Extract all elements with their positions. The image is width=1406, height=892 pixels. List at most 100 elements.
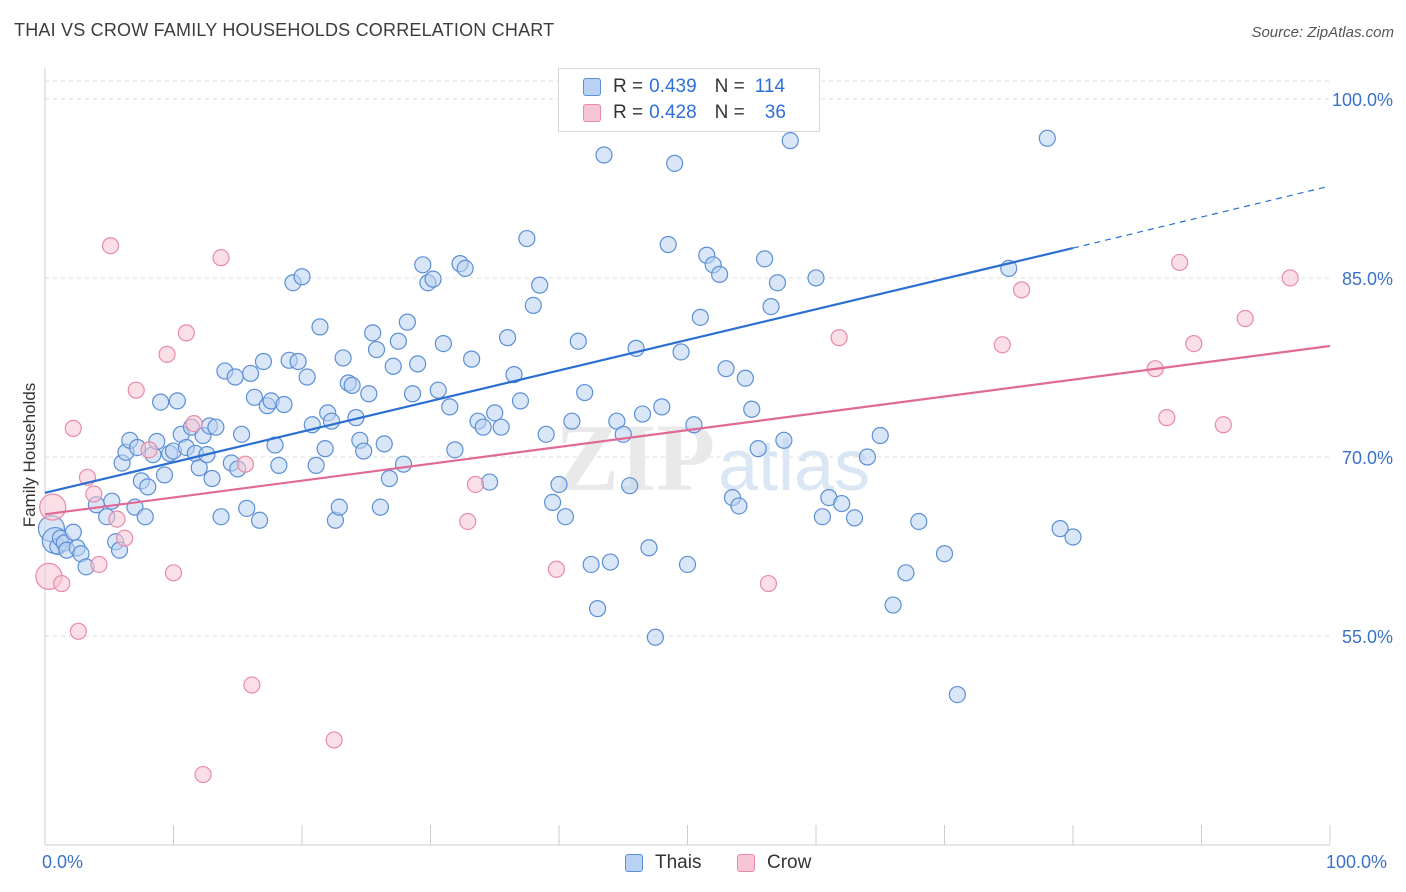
thai-point: [155, 466, 174, 484]
thai-point: [871, 426, 889, 445]
x-min-label: 0.0%: [42, 852, 84, 872]
crow-point: [1281, 269, 1299, 287]
thai-point: [474, 418, 492, 436]
crow-point: [101, 237, 120, 255]
thai-point: [781, 132, 799, 150]
thai-point: [691, 308, 709, 326]
thai-point: [543, 493, 562, 511]
crow-point: [116, 529, 134, 547]
thai-point: [659, 235, 677, 254]
thai-point: [207, 418, 225, 436]
thai-point: [672, 343, 690, 361]
thai-point: [845, 509, 864, 527]
bottom-legend: Thais Crow: [0, 852, 1406, 876]
thai-point: [550, 475, 568, 494]
thai-point: [360, 385, 378, 403]
thai-point: [289, 352, 307, 371]
crow-point: [212, 249, 230, 267]
thai-point: [833, 494, 851, 513]
thai-point: [203, 469, 221, 488]
crow-point: [1214, 416, 1232, 434]
thai-point: [1038, 129, 1056, 147]
crow-point: [39, 493, 67, 521]
thai-point: [250, 511, 269, 529]
crow-point: [53, 574, 71, 593]
thai-point: [678, 555, 697, 574]
thai-point: [242, 364, 260, 383]
x-max-label: 100.0%: [1326, 852, 1388, 872]
crow-point: [243, 676, 261, 694]
legend-row-crow: R = 0.428 N = 36: [583, 101, 786, 125]
thai-point: [633, 405, 652, 423]
n-value: 114: [754, 76, 786, 97]
crow-point: [236, 455, 255, 473]
thai-point: [621, 477, 639, 495]
thai-point: [736, 369, 754, 387]
thai-point: [270, 456, 288, 474]
thai-point: [518, 229, 536, 248]
thai-point: [711, 265, 729, 283]
y-tick-label: 85.0%: [1342, 269, 1393, 289]
crow-point: [85, 485, 103, 503]
series-thais: [37, 129, 1082, 704]
thais-label: Thais: [655, 852, 702, 873]
thai-point: [355, 442, 373, 460]
crow-point: [1236, 309, 1254, 328]
thai-point: [935, 545, 954, 563]
thai-point: [601, 553, 620, 571]
thai-point: [884, 596, 902, 614]
thai-point: [293, 268, 311, 286]
crow-label: Crow: [767, 852, 812, 873]
thai-point: [424, 270, 442, 288]
crow-point: [194, 765, 212, 784]
thai-point: [456, 259, 474, 277]
crow-point: [325, 731, 343, 749]
thai-point: [588, 600, 607, 618]
axes: [44, 68, 1331, 846]
r-label: R =: [613, 102, 644, 123]
thai-point: [646, 628, 664, 646]
thai-point: [511, 392, 530, 410]
thai-point: [168, 392, 186, 410]
thai-point: [576, 383, 594, 402]
crow-point: [177, 324, 195, 342]
thai-point: [537, 425, 555, 443]
crow-point: [127, 381, 145, 399]
thai-point: [136, 508, 154, 526]
thai-point: [463, 350, 481, 368]
thai-point: [717, 360, 735, 378]
crow-swatch: [583, 104, 601, 122]
thai-point: [807, 269, 825, 287]
y-tick-labels: 55.0% 70.0% 85.0% 100.0%: [1332, 90, 1393, 647]
chart-title: THAI VS CROW FAMILY HOUSEHOLDS CORRELATI…: [14, 20, 555, 40]
crow-point: [993, 336, 1011, 354]
thai-point: [226, 368, 244, 386]
crow-point: [466, 475, 485, 494]
thai-point: [380, 469, 398, 488]
thai-point: [653, 398, 671, 416]
y-axis-label: Family Households: [20, 382, 39, 528]
crow-trend-line: [44, 344, 1331, 516]
thai-point: [762, 297, 780, 316]
thais-swatch: [625, 854, 643, 872]
thai-point: [298, 368, 316, 386]
thai-point: [403, 385, 422, 403]
thai-point: [330, 498, 348, 516]
thai-point: [434, 335, 452, 353]
thai-point: [190, 459, 208, 477]
grid-lines: [45, 80, 1330, 637]
r-value: 0.428: [649, 102, 697, 123]
thai-point: [768, 274, 787, 292]
crow-point: [185, 414, 203, 433]
thai-point: [311, 318, 329, 336]
thai-point: [364, 324, 382, 342]
legend-item-thais[interactable]: Thais: [625, 852, 701, 874]
thai-point: [640, 539, 658, 557]
thai-point: [371, 498, 389, 516]
legend-row-thais: R = 0.439 N = 114: [583, 75, 785, 99]
thai-point: [897, 564, 915, 582]
legend-item-crow[interactable]: Crow: [737, 852, 811, 874]
n-label: N =: [714, 76, 745, 97]
thai-point: [414, 256, 432, 274]
n-label: N =: [714, 102, 745, 123]
